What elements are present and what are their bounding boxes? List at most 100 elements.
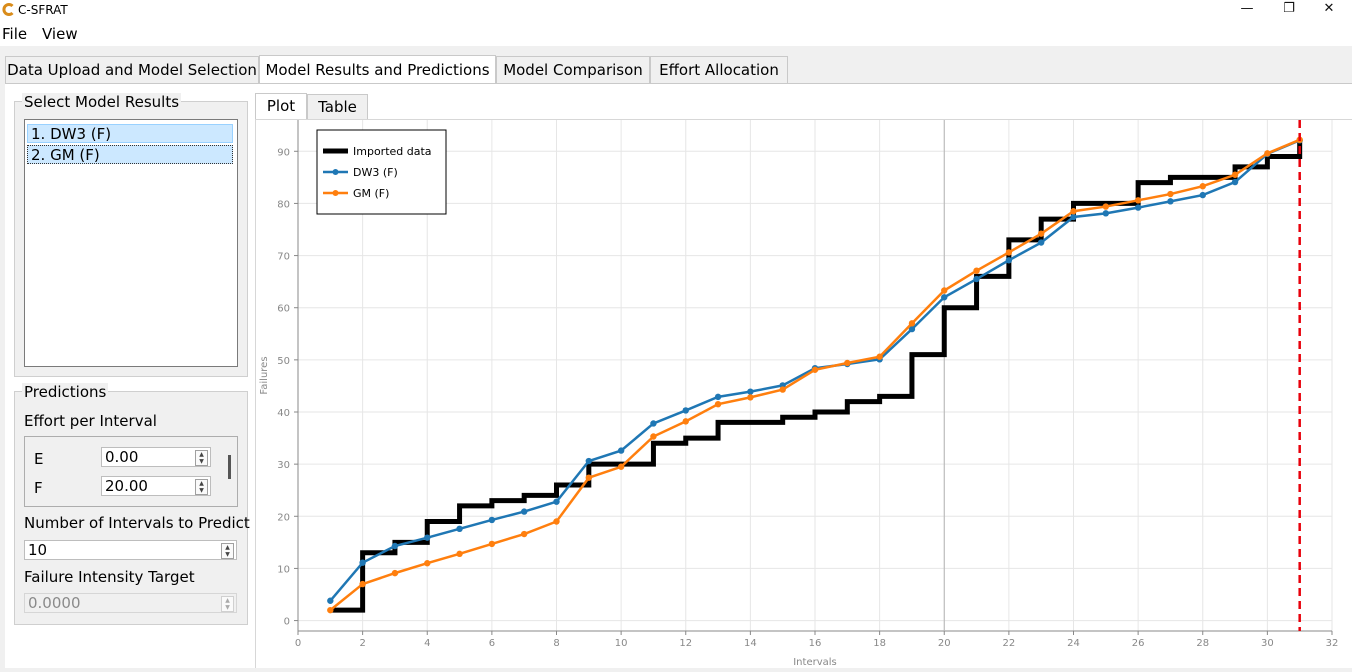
series-point	[488, 540, 496, 548]
maximize-button[interactable]: ❐	[1283, 1, 1295, 16]
series-point	[1070, 213, 1077, 221]
failure-intensity-input[interactable]: 0.0000 ▲ ▼	[24, 593, 237, 613]
menu-file[interactable]: File	[2, 25, 28, 43]
x-tick-label: 24	[1067, 638, 1080, 649]
series-point	[488, 516, 496, 524]
imported-data-line	[330, 140, 1303, 613]
chart-legend: Imported data DW3 (F) GM (F)	[316, 129, 447, 215]
series-point	[747, 388, 754, 395]
y-tick-label: 40	[277, 408, 290, 419]
window-title: C-SFRAT	[18, 3, 68, 17]
series-point	[650, 433, 657, 440]
effort-f-input[interactable]: 20.00 ▲ ▼	[101, 476, 211, 496]
x-tick-label: 4	[424, 638, 430, 649]
x-tick-label: 32	[1326, 638, 1339, 649]
y-tick-label: 0	[284, 617, 290, 628]
series-point	[1264, 150, 1271, 157]
subtab-plot[interactable]: Plot	[255, 93, 307, 121]
effort-f-value: 20.00	[105, 477, 148, 495]
legend-marker	[332, 190, 339, 196]
y-tick-label: 50	[277, 356, 290, 367]
y-tick-label: 60	[277, 304, 290, 315]
series-point	[908, 325, 916, 333]
x-tick-label: 30	[1261, 638, 1274, 649]
x-tick-label: 22	[1003, 638, 1016, 649]
series-point	[617, 447, 625, 454]
y-tick-label: 20	[277, 512, 290, 523]
x-tick-label: 12	[679, 638, 692, 649]
intervals-to-predict-input[interactable]: 10 ▲ ▼	[24, 540, 237, 560]
failure-intensity-label: Failure Intensity Target	[24, 568, 195, 586]
close-button[interactable]: ✕	[1323, 1, 1335, 16]
x-tick-label: 10	[615, 638, 628, 649]
effort-e-stepper-icon[interactable]: ▲ ▼	[195, 450, 208, 466]
series-point	[1005, 257, 1013, 264]
x-tick-label: 2	[359, 638, 365, 649]
minimize-button[interactable]: —	[1240, 1, 1254, 16]
series-point	[359, 580, 366, 588]
series-point	[714, 393, 722, 401]
series-point	[1199, 191, 1206, 199]
menu-view[interactable]: View	[42, 25, 78, 43]
series-point	[779, 386, 786, 393]
series-point	[359, 559, 366, 566]
y-tick-label: 80	[277, 199, 290, 210]
failures-chart: 0 2 4 6 8 10 12 14 16 18 20 22 24 26 28 30 3201020304050…	[259, 120, 1339, 668]
series-point	[553, 518, 560, 525]
model-results-title: Select Model Results	[22, 93, 182, 111]
series-point	[714, 400, 722, 408]
failure-intensity-value: 0.0000	[28, 594, 81, 612]
intervals-stepper-icon[interactable]: ▲ ▼	[221, 543, 234, 559]
list-item-gm[interactable]: 2. GM (F)	[27, 145, 233, 164]
x-tick-label: 8	[553, 638, 559, 649]
series-point	[391, 569, 399, 577]
series-point	[1102, 203, 1110, 210]
legend-marker	[332, 169, 339, 175]
x-tick-label: 26	[1132, 638, 1145, 649]
intervals-to-predict-label: Number of Intervals to Predict	[24, 514, 250, 532]
x-tick-label: 20	[938, 638, 951, 649]
subtab-table[interactable]: Table	[307, 94, 368, 120]
series-point	[617, 463, 625, 470]
legend-entry: GM (F)	[353, 187, 389, 200]
tab-model-results[interactable]: Model Results and Predictions	[259, 55, 496, 85]
main-tab-bar: Data Upload and Model Selection Model Re…	[0, 46, 1352, 85]
effort-per-interval-label: Effort per Interval	[24, 412, 157, 430]
series-point	[682, 418, 689, 425]
series-point	[456, 550, 463, 558]
predictions-title: Predictions	[22, 383, 109, 401]
tab-model-comparison[interactable]: Model Comparison	[496, 56, 650, 83]
tab-data-upload[interactable]: Data Upload and Model Selection	[5, 56, 259, 83]
series-point	[844, 359, 851, 367]
series-point	[1134, 204, 1142, 211]
x-tick-label: 14	[744, 638, 757, 649]
y-tick-label: 70	[277, 252, 290, 263]
x-tick-label: 28	[1196, 638, 1209, 649]
effort-f-stepper-icon[interactable]: ▲ ▼	[195, 479, 208, 495]
tab-effort-allocation[interactable]: Effort Allocation	[650, 56, 788, 83]
effort-e-input[interactable]: 0.00 ▲ ▼	[101, 447, 211, 467]
series-point	[327, 606, 334, 614]
model-results-list[interactable]: 1. DW3 (F) 2. GM (F)	[24, 119, 238, 367]
series-point	[747, 394, 754, 401]
series-point	[1231, 178, 1239, 186]
series-point	[520, 508, 528, 515]
effort-e-value: 0.00	[105, 448, 139, 466]
series-point	[585, 474, 593, 481]
series-point	[456, 525, 463, 532]
series-point	[682, 407, 689, 414]
plot-panel: 0 2 4 6 8 10 12 14 16 18 20 22 24 26 28 30 32 0 10 20 30 40 50…	[255, 119, 1352, 668]
effort-scrollbar[interactable]	[228, 455, 231, 479]
series-point	[391, 542, 399, 550]
list-item-dw3[interactable]: 1. DW3 (F)	[27, 124, 233, 143]
failure-intensity-stepper-icon[interactable]: ▲ ▼	[221, 596, 234, 612]
series-point	[1167, 198, 1174, 205]
y-tick-label: 10	[277, 564, 290, 575]
series-point	[1167, 190, 1174, 198]
series-point	[1134, 197, 1142, 204]
series-point	[941, 287, 948, 294]
series-point	[1199, 183, 1206, 190]
y-tick-label: 30	[277, 460, 290, 471]
series-point	[1070, 208, 1077, 215]
series-point	[908, 320, 916, 327]
